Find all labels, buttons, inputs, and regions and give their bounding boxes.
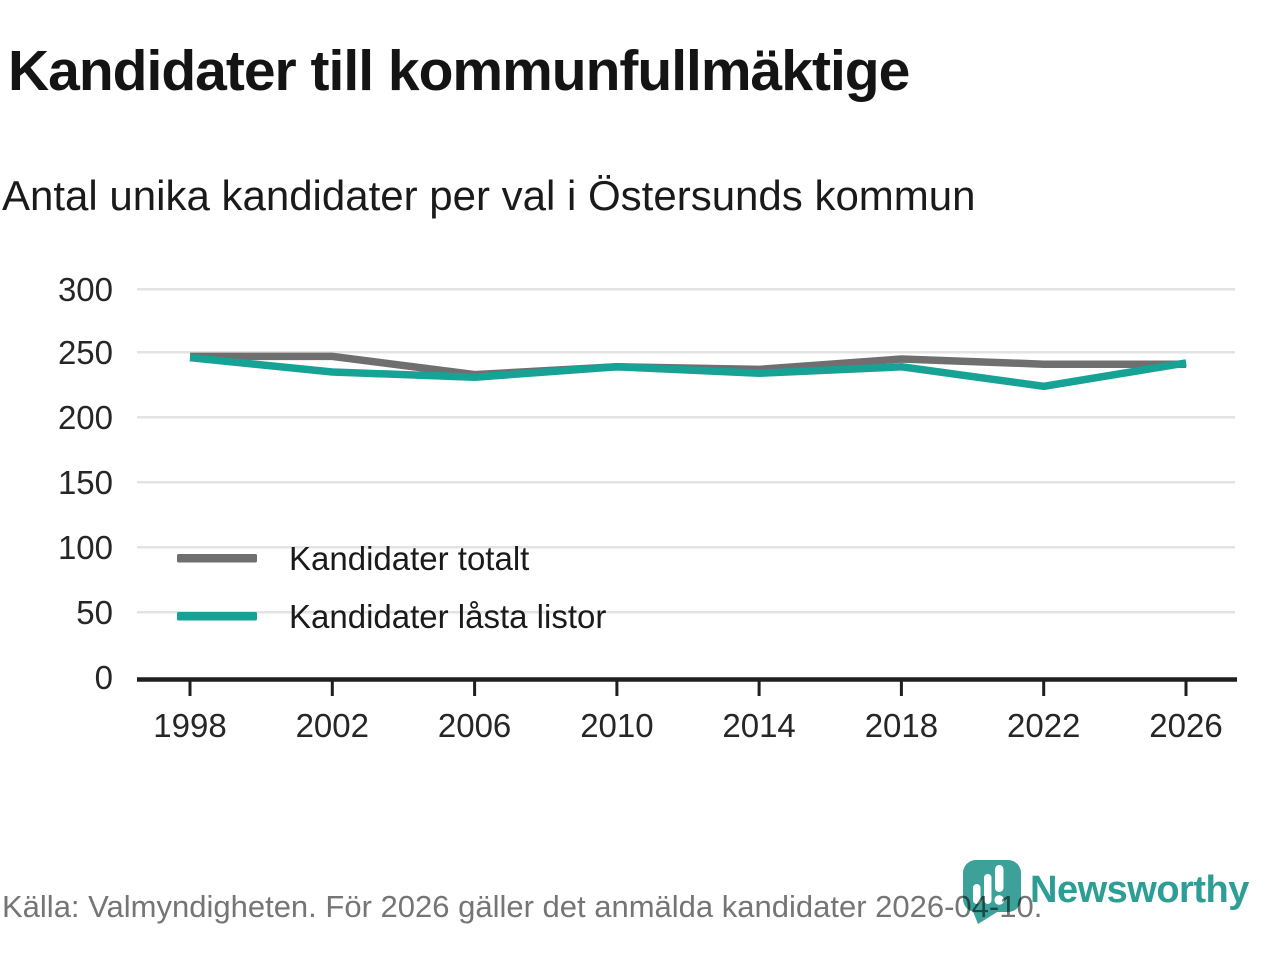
legend: Kandidater totalt Kandidater låsta listo… — [177, 540, 606, 635]
x-axis-label: 2026 — [1149, 707, 1222, 744]
source-note: Källa: Valmyndigheten. För 2026 gäller d… — [2, 889, 1043, 924]
y-axis-label: 100 — [58, 529, 113, 566]
legend-label-totalt: Kandidater totalt — [289, 540, 529, 577]
x-axis-label: 2014 — [722, 707, 795, 744]
legend-swatch-lasta-listor — [177, 612, 257, 621]
legend-label-lasta-listor: Kandidater låsta listor — [289, 598, 606, 635]
chart-title: Kandidater till kommunfullmäktige — [8, 39, 910, 103]
legend-swatch-totalt — [177, 554, 257, 563]
newsworthy-logo: Newsworthy — [963, 860, 1250, 924]
series-line-kandidater-lasta-listor — [189, 353, 1187, 391]
x-axis-label: 1998 — [153, 707, 226, 744]
newsworthy-wordmark: Newsworthy — [1030, 869, 1249, 911]
y-axis-label: 150 — [58, 464, 113, 501]
x-axis-label: 2010 — [580, 707, 653, 744]
y-axis-label: 200 — [58, 399, 113, 436]
newsworthy-bubble-barchart-icon — [963, 860, 1021, 924]
x-axis-label: 2018 — [865, 707, 938, 744]
y-axis-label: 50 — [76, 594, 113, 631]
chart-subtitle: Antal unika kandidater per val i Östersu… — [2, 172, 976, 219]
x-axis-label: 2022 — [1007, 707, 1080, 744]
y-axis-label: 250 — [58, 334, 113, 371]
x-axis-label: 2006 — [438, 707, 511, 744]
y-axis-label: 300 — [58, 271, 113, 308]
x-axis-label: 2002 — [296, 707, 369, 744]
y-axis-label: 0 — [95, 659, 113, 696]
